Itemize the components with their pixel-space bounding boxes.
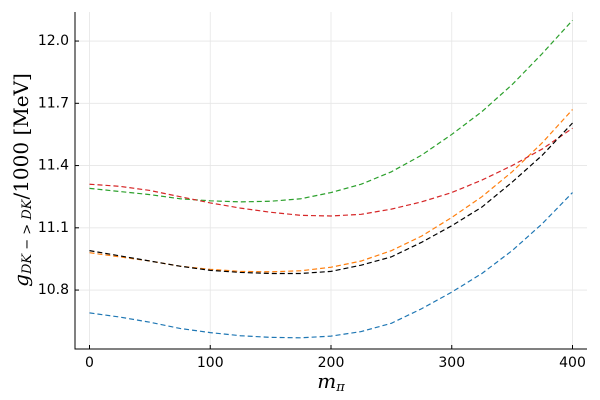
- line-series: [89, 127, 573, 217]
- line-series: [89, 122, 573, 275]
- y-tick-label: 11.7: [38, 95, 69, 111]
- x-tick-label: 300: [438, 355, 465, 371]
- x-label-sub: π: [335, 380, 345, 395]
- line-series: [89, 192, 573, 339]
- axis-frame: [74, 12, 587, 350]
- y-label-base: g: [9, 274, 33, 287]
- y-axis-label: gDK − > DK/1000 [MeV]: [9, 73, 35, 287]
- y-tick-label: 11.1: [38, 220, 69, 236]
- x-tick-label: 200: [318, 355, 345, 371]
- y-tick-label: 10.8: [38, 282, 69, 298]
- x-axis-label: mπ: [317, 369, 345, 395]
- y-label-sub: DK − > DK: [20, 198, 35, 275]
- x-tick-label: 100: [197, 355, 224, 371]
- x-tick-label: 400: [559, 355, 586, 371]
- line-series: [89, 19, 573, 203]
- y-tick-label: 12.0: [38, 33, 69, 49]
- x-label-base: m: [317, 369, 336, 393]
- y-tick-label: 11.4: [38, 158, 69, 174]
- x-tick-label: 0: [85, 355, 94, 371]
- y-label-rest: /1000 [MeV]: [9, 73, 33, 199]
